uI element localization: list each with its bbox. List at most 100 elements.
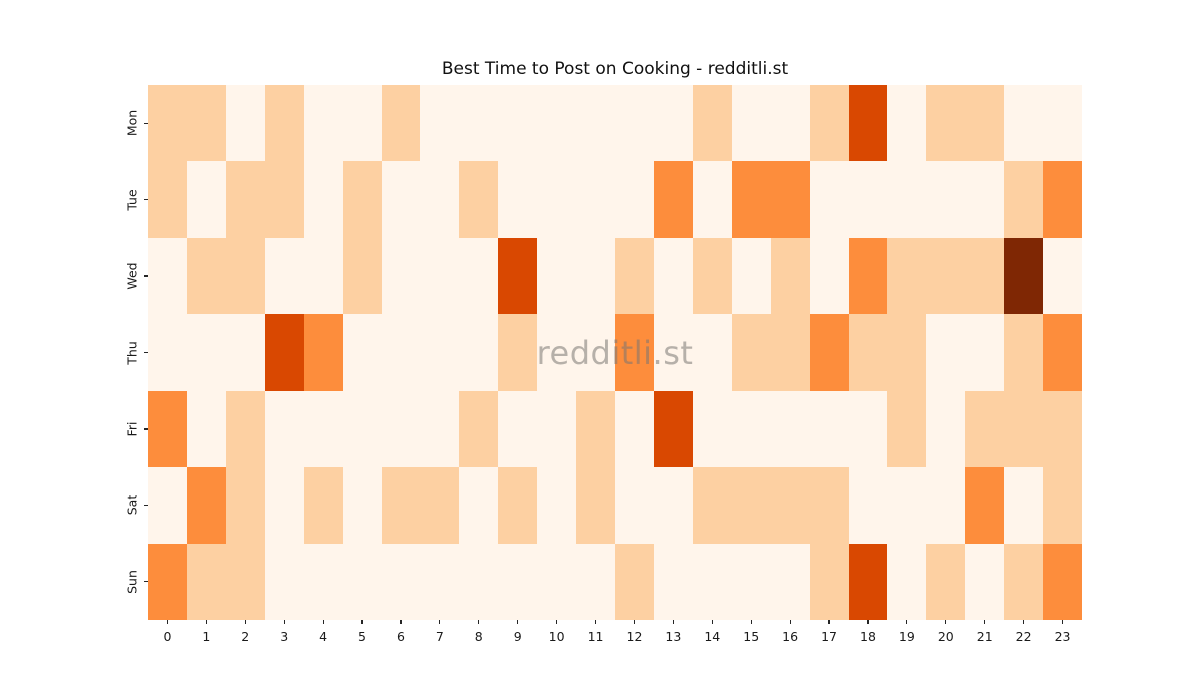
heatmap-cell-Sat-11 bbox=[576, 467, 615, 544]
heatmap-cell-Wed-20 bbox=[926, 237, 966, 315]
y-tick-label-Sun: Sun bbox=[124, 569, 140, 594]
heatmap-cell-Thu-22 bbox=[1004, 314, 1044, 391]
heatmap-cell-Thu-8 bbox=[459, 314, 499, 391]
x-tick-4 bbox=[322, 620, 324, 624]
heatmap-cell-Fri-2 bbox=[225, 390, 265, 468]
heatmap-cell-Tue-4 bbox=[303, 161, 343, 238]
heatmap-cell-Tue-5 bbox=[342, 161, 382, 238]
heatmap-cell-Sun-17 bbox=[809, 543, 849, 620]
y-tick-Thu bbox=[144, 351, 148, 354]
heatmap-cell-Fri-8 bbox=[459, 390, 499, 468]
heatmap-cell-Fri-6 bbox=[381, 390, 421, 468]
heatmap-cell-Sun-4 bbox=[303, 543, 343, 620]
x-tick-13 bbox=[672, 620, 674, 624]
heatmap-cell-Thu-9 bbox=[498, 314, 538, 391]
heatmap-cell-Fri-3 bbox=[264, 390, 304, 468]
heatmap-cell-Tue-23 bbox=[1043, 161, 1082, 238]
x-tick-14 bbox=[711, 620, 713, 624]
heatmap-cell-Mon-5 bbox=[342, 85, 382, 162]
x-tick-label-18: 18 bbox=[860, 629, 876, 644]
heatmap-cell-Fri-21 bbox=[965, 390, 1005, 468]
heatmap-cell-Fri-4 bbox=[303, 390, 343, 468]
x-tick-23 bbox=[1061, 620, 1064, 624]
heatmap-cell-Sat-20 bbox=[926, 467, 966, 544]
x-tick-15 bbox=[750, 620, 752, 624]
heatmap-cell-Tue-3 bbox=[264, 161, 304, 238]
heatmap-cell-Sun-0 bbox=[148, 543, 187, 620]
x-tick-label-14: 14 bbox=[704, 629, 721, 644]
heatmap-cell-Thu-18 bbox=[848, 314, 888, 391]
heatmap-cell-Wed-5 bbox=[342, 237, 382, 315]
heatmap-cell-Sun-19 bbox=[887, 543, 927, 620]
heatmap-cell-Tue-13 bbox=[653, 161, 693, 238]
heatmap-cell-Sun-10 bbox=[537, 543, 577, 620]
heatmap-cell-Mon-10 bbox=[537, 85, 577, 162]
heatmap-cell-Wed-1 bbox=[186, 237, 226, 315]
heatmap-cell-Sat-12 bbox=[615, 467, 654, 544]
heatmap-cell-Sun-1 bbox=[186, 543, 226, 620]
x-tick-12 bbox=[633, 620, 636, 624]
heatmap-cell-Thu-23 bbox=[1043, 314, 1082, 391]
heatmap-cell-Fri-1 bbox=[186, 390, 226, 468]
heatmap-cell-Mon-16 bbox=[770, 85, 810, 162]
heatmap-cell-Thu-15 bbox=[731, 314, 771, 391]
heatmap-cell-Sat-10 bbox=[537, 467, 577, 544]
heatmap-cell-Sat-17 bbox=[809, 467, 849, 544]
heatmap-cell-Wed-12 bbox=[615, 237, 654, 315]
y-tick-label-Wed: Wed bbox=[124, 262, 140, 290]
heatmap-cell-Mon-15 bbox=[731, 85, 771, 162]
x-tick-label-8: 8 bbox=[474, 629, 483, 644]
heatmap-cell-Tue-1 bbox=[186, 161, 226, 238]
heatmap-cell-Thu-10 bbox=[537, 314, 577, 391]
heatmap-cell-Tue-10 bbox=[537, 161, 577, 238]
heatmap-cell-Tue-16 bbox=[770, 161, 810, 238]
x-tick-20 bbox=[945, 620, 947, 624]
heatmap-cell-Sun-8 bbox=[459, 543, 499, 620]
heatmap-cell-Sun-2 bbox=[225, 543, 265, 620]
x-tick-10 bbox=[556, 620, 558, 624]
heatmap-cell-Fri-12 bbox=[615, 390, 654, 468]
x-tick-8 bbox=[478, 620, 480, 624]
heatmap-cell-Sat-15 bbox=[731, 467, 771, 544]
heatmap-cell-Fri-18 bbox=[848, 390, 888, 468]
heatmap-cell-Wed-7 bbox=[420, 237, 460, 315]
heatmap-cell-Sat-21 bbox=[965, 467, 1005, 544]
heatmap-cell-Thu-6 bbox=[381, 314, 421, 391]
heatmap-cell-Wed-0 bbox=[148, 237, 187, 315]
x-tick-label-23: 23 bbox=[1054, 629, 1071, 644]
heatmap-cell-Wed-19 bbox=[887, 237, 927, 315]
heatmap-cell-Fri-16 bbox=[770, 390, 810, 468]
x-tick-9 bbox=[517, 620, 519, 624]
x-tick-label-4: 4 bbox=[319, 629, 328, 644]
heatmap-cell-Tue-6 bbox=[381, 161, 421, 238]
heatmap-cell-Tue-17 bbox=[809, 161, 849, 238]
heatmap-cell-Thu-13 bbox=[653, 314, 693, 391]
heatmap-cell-Tue-18 bbox=[848, 161, 888, 238]
heatmap-cell-Sun-11 bbox=[576, 543, 615, 620]
heatmap-cell-Sat-7 bbox=[420, 467, 460, 544]
x-tick-label-5: 5 bbox=[358, 629, 367, 644]
x-tick-label-13: 13 bbox=[665, 629, 682, 644]
y-tick-Fri bbox=[144, 428, 148, 430]
heatmap-cell-Fri-15 bbox=[731, 390, 771, 468]
y-tick-Sun bbox=[144, 581, 148, 583]
x-tick-6 bbox=[400, 620, 402, 624]
heatmap-cell-Tue-2 bbox=[225, 161, 265, 238]
heatmap-cell-Sun-5 bbox=[342, 543, 382, 620]
heatmap-cell-Sat-2 bbox=[225, 467, 265, 544]
heatmap-cell-Tue-8 bbox=[459, 161, 499, 238]
heatmap-cell-Wed-8 bbox=[459, 237, 499, 315]
heatmap-cell-Fri-20 bbox=[926, 390, 966, 468]
x-tick-label-15: 15 bbox=[743, 629, 760, 644]
heatmap-cell-Fri-7 bbox=[420, 390, 460, 468]
heatmap-cell-Mon-7 bbox=[420, 85, 460, 162]
x-tick-label-10: 10 bbox=[548, 629, 565, 644]
heatmap-cell-Fri-0 bbox=[148, 390, 187, 468]
y-tick-label-Mon: Mon bbox=[124, 110, 140, 137]
y-tick-label-Thu: Thu bbox=[124, 340, 140, 365]
heatmap-cell-Thu-4 bbox=[303, 314, 343, 391]
heatmap-cell-Mon-19 bbox=[887, 85, 927, 162]
heatmap-cell-Thu-2 bbox=[225, 314, 265, 391]
x-tick-11 bbox=[594, 620, 597, 624]
heatmap-cell-Tue-12 bbox=[615, 161, 654, 238]
